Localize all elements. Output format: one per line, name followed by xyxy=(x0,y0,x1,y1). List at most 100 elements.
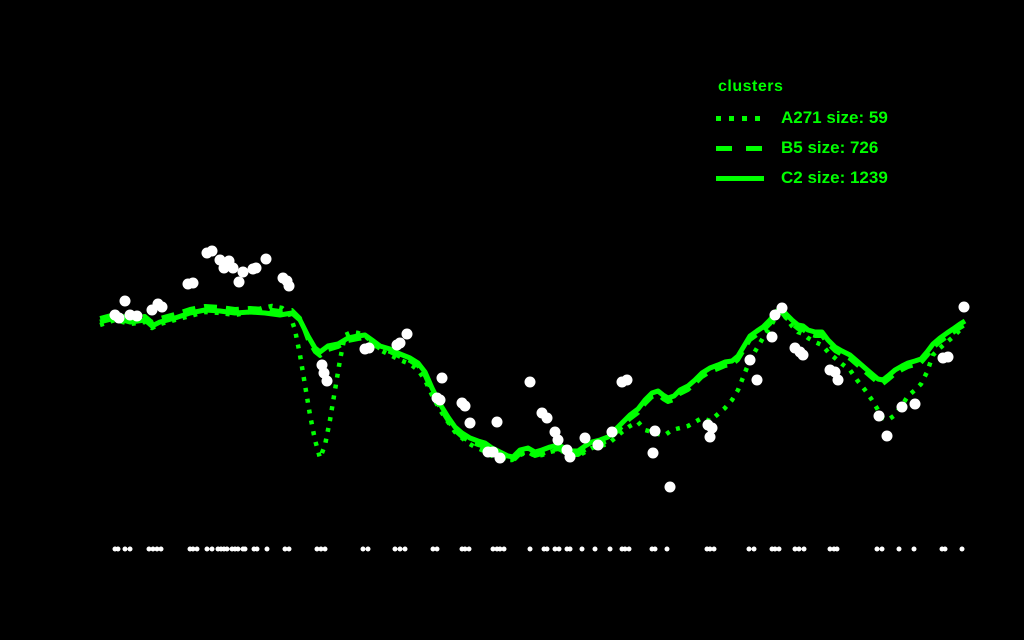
rug-point xyxy=(959,546,965,552)
rug-point xyxy=(466,546,472,552)
scatter-point xyxy=(776,302,788,314)
rug-point xyxy=(204,546,210,552)
scatter-point xyxy=(464,417,476,429)
rug-point xyxy=(209,546,215,552)
rug-point xyxy=(544,546,550,552)
scatter-point xyxy=(797,349,809,361)
rug-point xyxy=(911,546,917,552)
scatter-point xyxy=(260,253,272,265)
scatter-point xyxy=(394,337,406,349)
rug-point xyxy=(150,546,156,552)
rug-point xyxy=(896,546,902,552)
dotted-line-sample-icon xyxy=(716,115,764,121)
scatter-point xyxy=(769,309,781,321)
rug-point xyxy=(402,546,408,552)
scatter-point xyxy=(592,439,604,451)
scatter-point xyxy=(751,374,763,386)
scatter-point xyxy=(459,400,471,412)
rug-point xyxy=(776,546,782,552)
scatter-point xyxy=(896,401,908,413)
rug-point xyxy=(242,546,248,552)
scatter-point xyxy=(541,412,553,424)
scatter-point xyxy=(524,376,536,388)
rug-point xyxy=(360,546,366,552)
legend-item-c2: C2 size: 1239 xyxy=(716,163,888,193)
rug-point xyxy=(567,546,573,552)
rug-point xyxy=(874,546,880,552)
scatter-point xyxy=(881,430,893,442)
scatter-point xyxy=(579,432,591,444)
scatter-point xyxy=(766,331,778,343)
rug-point xyxy=(664,546,670,552)
scatter-point xyxy=(704,431,716,443)
scatter-point xyxy=(706,422,718,434)
rug-point xyxy=(801,546,807,552)
legend-item-label: C2 size: 1239 xyxy=(781,168,888,187)
rug-point xyxy=(264,546,270,552)
scatter-point xyxy=(283,280,295,292)
rug-point xyxy=(322,546,328,552)
rug-point xyxy=(772,546,778,552)
rug-point xyxy=(834,546,840,552)
scatter-point xyxy=(131,310,143,322)
scatter-point xyxy=(321,375,333,387)
rug-point xyxy=(501,546,507,552)
rug-point xyxy=(711,546,717,552)
rug-point xyxy=(622,546,628,552)
scatter-point xyxy=(909,398,921,410)
rug-point xyxy=(626,546,632,552)
rug-point xyxy=(462,546,468,552)
scatter-point xyxy=(873,410,885,422)
scatter-point xyxy=(233,276,245,288)
rug-point xyxy=(552,546,558,552)
rug-point xyxy=(365,546,371,552)
scatter-point xyxy=(621,374,633,386)
rug-point xyxy=(430,546,436,552)
rug-point xyxy=(527,546,533,552)
dashed-line-sample-icon xyxy=(716,145,764,151)
scatter-point xyxy=(494,452,506,464)
rug-point xyxy=(434,546,440,552)
rug-point xyxy=(254,546,260,552)
rug-point xyxy=(792,546,798,552)
rug-point xyxy=(158,546,164,552)
legend: clusters A271 size: 59 B5 size: 726 C2 s… xyxy=(716,78,888,193)
scatter-point xyxy=(552,434,564,446)
rug-point xyxy=(497,546,503,552)
scatter-point xyxy=(942,351,954,363)
rug-point xyxy=(127,546,133,552)
rug-point xyxy=(397,546,403,552)
rug-point xyxy=(282,546,288,552)
rug-point xyxy=(579,546,585,552)
legend-title: clusters xyxy=(718,78,784,95)
scatter-point xyxy=(647,447,659,459)
rug-point xyxy=(154,546,160,552)
legend-item-b5: B5 size: 726 xyxy=(716,133,888,163)
rug-point xyxy=(115,546,121,552)
rug-point xyxy=(235,546,241,552)
legend-item-label: A271 size: 59 xyxy=(781,108,888,127)
rug-point xyxy=(314,546,320,552)
rug-point xyxy=(746,546,752,552)
solid-line-sample-icon xyxy=(716,175,764,181)
scatter-point xyxy=(606,426,618,438)
rug-point xyxy=(318,546,324,552)
scatter-point xyxy=(958,301,970,313)
scatter-point xyxy=(363,342,375,354)
scatter-point xyxy=(119,295,131,307)
legend-item-label: B5 size: 726 xyxy=(781,138,879,157)
scatter-point xyxy=(434,394,446,406)
rug-point xyxy=(827,546,833,552)
scatter-point xyxy=(564,451,576,463)
rug-point xyxy=(556,546,562,552)
rug-point xyxy=(194,546,200,552)
scatter-point xyxy=(744,354,756,366)
rug-point xyxy=(592,546,598,552)
scatter-point xyxy=(832,374,844,386)
scatter-point xyxy=(156,301,168,313)
rug-point xyxy=(751,546,757,552)
rug-point xyxy=(879,546,885,552)
scatter-point xyxy=(401,328,413,340)
